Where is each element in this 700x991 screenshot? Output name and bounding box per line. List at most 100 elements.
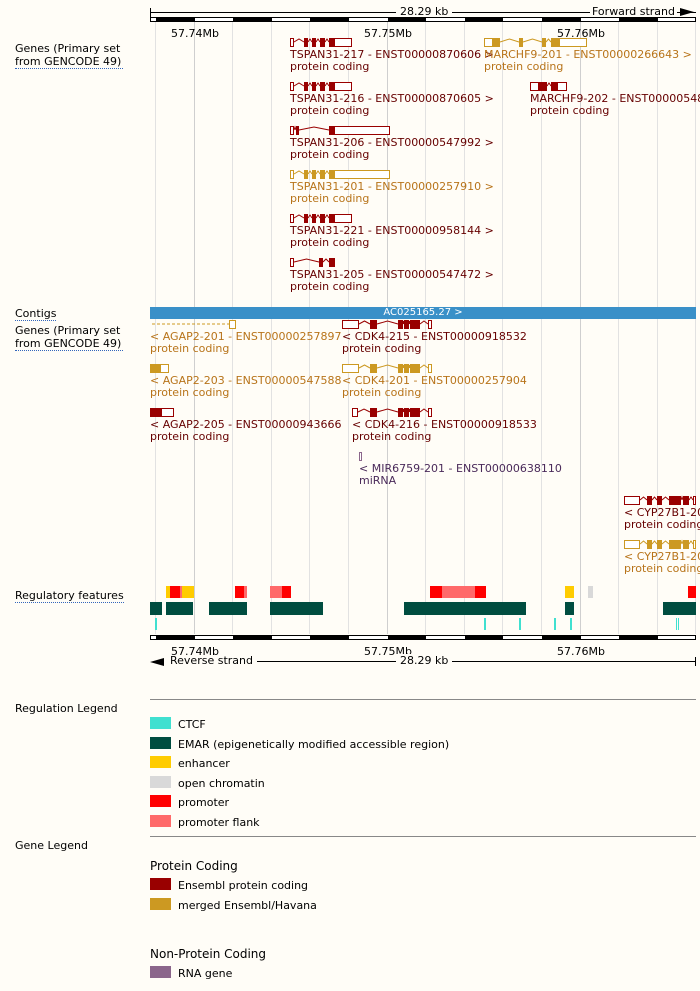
regulatory-feature[interactable] — [244, 586, 247, 598]
regulatory-feature[interactable] — [430, 586, 442, 598]
transcript-biotype: protein coding — [352, 430, 432, 443]
regulatory-feature[interactable] — [484, 618, 486, 630]
transcript-label[interactable]: TSPAN31-201 - ENST00000257910 > protein c… — [290, 181, 494, 205]
legend-label: EMAR (epigenetically modified accessible… — [178, 737, 450, 751]
regulatory-feature[interactable] — [663, 602, 696, 615]
transcript-glyph[interactable] — [0, 82, 700, 91]
transcript-label[interactable]: < CYP27B1-202protein coding — [624, 551, 700, 575]
regulatory-feature[interactable] — [570, 618, 572, 630]
track-label-regulatory[interactable]: Regulatory features — [15, 589, 124, 603]
regulatory-feature[interactable] — [150, 602, 162, 615]
transcript-biotype: protein coding — [290, 148, 370, 161]
regulatory-feature[interactable] — [554, 618, 556, 630]
transcript-name: < CDK4-216 - ENST00000918533 — [352, 418, 537, 431]
transcript-glyph[interactable] — [0, 452, 700, 461]
transcript-label[interactable]: MARCHF9-201 - ENST00000266643 > protein c… — [484, 49, 692, 73]
regulatory-feature[interactable] — [270, 602, 323, 615]
regulatory-feature[interactable] — [270, 586, 282, 598]
contig-bar[interactable]: AC025165.27 > — [150, 307, 696, 319]
regulatory-feature[interactable] — [475, 586, 486, 598]
transcript-glyph[interactable] — [0, 82, 700, 91]
legend-label: enhancer — [178, 757, 230, 770]
ruler-block — [156, 636, 195, 639]
transcript-glyph[interactable] — [0, 408, 700, 417]
regulatory-feature[interactable] — [166, 586, 170, 598]
transcript-biotype: miRNA — [359, 474, 397, 487]
transcript-label[interactable]: < CDK4-201 - ENST00000257904 protein codi… — [342, 375, 527, 399]
transcript-label[interactable]: MARCHF9-202 - ENST00000548364protein cod… — [530, 93, 700, 117]
ruler-block — [387, 18, 427, 21]
ruler-block — [310, 636, 349, 639]
track-label-genes-reverse[interactable]: Genes (Primary set from GENCODE 49) — [15, 324, 123, 351]
transcript-glyph[interactable] — [0, 38, 700, 47]
regulatory-feature[interactable] — [676, 618, 677, 630]
regulatory-feature[interactable] — [209, 602, 247, 615]
transcript-label[interactable]: TSPAN31-206 - ENST00000547992 > protein c… — [290, 137, 494, 161]
legend-swatch — [150, 717, 171, 729]
ruler-block — [619, 18, 658, 21]
transcript-biotype: protein coding — [290, 104, 370, 117]
transcript-glyph[interactable] — [0, 364, 700, 373]
regulatory-feature[interactable] — [519, 618, 521, 630]
transcript-label[interactable]: < AGAP2-201 - ENST00000257897 protein cod… — [150, 331, 342, 355]
legend-swatch — [150, 814, 171, 827]
regulatory-feature[interactable] — [235, 586, 244, 598]
transcript-glyph[interactable] — [0, 495, 700, 505]
regulatory-feature[interactable] — [170, 586, 180, 598]
gridline — [309, 22, 310, 634]
regulatory-feature[interactable] — [155, 618, 157, 630]
transcript-label[interactable]: < AGAP2-205 - ENST00000943666 protein cod… — [150, 419, 342, 443]
transcript-label[interactable]: TSPAN31-217 - ENST00000870606 > protein c… — [290, 49, 494, 73]
transcript-label[interactable]: < AGAP2-203 - ENST00000547588 protein cod… — [150, 375, 342, 399]
regulatory-feature[interactable] — [678, 618, 679, 630]
transcript-name: < AGAP2-205 - ENST00000943666 — [150, 418, 342, 431]
transcript-biotype: protein coding — [342, 342, 422, 355]
ruler-block — [619, 636, 658, 639]
transcript-label[interactable]: TSPAN31-221 - ENST00000958144 > protein c… — [290, 225, 494, 249]
ruler-block — [233, 18, 272, 21]
track-label-genes-forward[interactable]: Genes (Primary set from GENCODE 49) — [15, 42, 123, 69]
transcript-glyph[interactable] — [0, 214, 700, 223]
legend-label: promoter flank — [178, 815, 260, 829]
region-length: 28.29 kb — [396, 654, 453, 667]
transcript-label[interactable]: < MIR6759-201 - ENST00000638110 miRNA — [359, 463, 562, 487]
transcript-glyph[interactable] — [0, 125, 700, 135]
transcript-glyph[interactable] — [0, 539, 700, 549]
transcript-label[interactable]: < CDK4-215 - ENST00000918532 protein codi… — [342, 331, 527, 355]
regulatory-feature[interactable] — [282, 586, 291, 598]
transcript-glyph[interactable] — [0, 364, 700, 373]
regulatory-feature[interactable] — [565, 586, 574, 598]
protein-coding-title: Protein Coding — [150, 859, 238, 873]
transcript-label[interactable]: < CYP27B1-201protein coding — [624, 507, 700, 531]
strand-label: Reverse strand — [170, 654, 253, 667]
regulatory-feature[interactable] — [166, 602, 193, 615]
tick-label: 57.75Mb — [364, 27, 412, 40]
transcript-glyph[interactable] — [0, 408, 700, 417]
regulatory-feature[interactable] — [404, 602, 526, 615]
arrow-left-icon — [150, 658, 164, 666]
transcript-name: TSPAN31-205 - ENST00000547472 > — [290, 268, 494, 281]
regulatory-feature[interactable] — [182, 586, 194, 598]
legend-label: Ensembl protein coding — [178, 879, 309, 892]
gridline — [541, 22, 542, 634]
ruler-block — [542, 636, 581, 639]
transcript-label[interactable]: < CDK4-216 - ENST00000918533 protein codi… — [352, 419, 537, 443]
legend-swatch — [150, 878, 171, 890]
transcript-glyph[interactable] — [0, 320, 700, 329]
transcript-label[interactable]: TSPAN31-205 - ENST00000547472 > protein c… — [290, 269, 494, 293]
regulatory-feature[interactable] — [180, 586, 182, 598]
track-label-contigs[interactable]: Contigs — [15, 307, 57, 321]
transcript-glyph[interactable] — [0, 320, 700, 329]
transcript-glyph[interactable] — [0, 258, 700, 267]
ruler-block — [310, 18, 349, 21]
regulatory-feature[interactable] — [442, 586, 475, 598]
transcript-name: MARCHF9-201 - ENST00000266643 > — [484, 48, 692, 61]
transcript-glyph[interactable] — [0, 38, 700, 47]
regulatory-feature[interactable] — [588, 586, 593, 598]
regulatory-feature[interactable] — [565, 602, 574, 615]
legend-swatch — [150, 966, 171, 978]
transcript-glyph[interactable] — [0, 170, 700, 179]
transcript-name: < MIR6759-201 - ENST00000638110 — [359, 462, 562, 475]
transcript-label[interactable]: TSPAN31-216 - ENST00000870605 > protein c… — [290, 93, 494, 117]
regulatory-feature[interactable] — [688, 586, 696, 598]
